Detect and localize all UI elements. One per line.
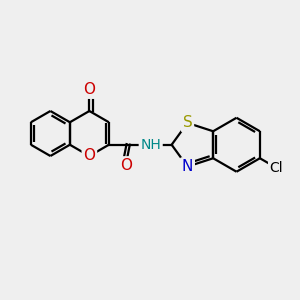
Text: N: N <box>182 159 193 174</box>
Text: NH: NH <box>140 138 161 152</box>
Text: Cl: Cl <box>270 161 283 175</box>
Text: S: S <box>183 116 192 130</box>
Text: O: O <box>120 158 132 173</box>
Text: O: O <box>83 82 95 97</box>
Text: O: O <box>83 148 95 164</box>
